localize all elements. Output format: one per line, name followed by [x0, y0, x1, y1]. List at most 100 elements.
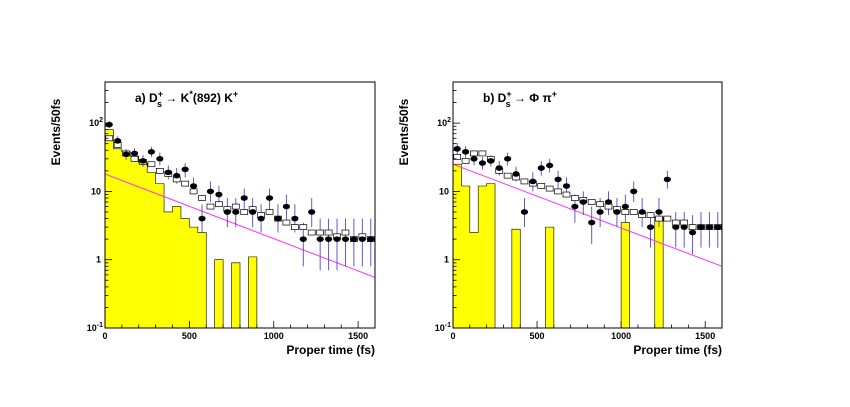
- histogram-bar: [486, 183, 496, 328]
- data-point: [579, 199, 587, 205]
- data-point: [181, 166, 189, 173]
- data-point: [291, 215, 299, 222]
- histogram-bar: [248, 256, 257, 328]
- data-point: [139, 158, 147, 164]
- data-point: [596, 209, 604, 215]
- histogram-outline: [105, 129, 375, 328]
- data-point: [621, 203, 629, 210]
- histogram-bar: [189, 227, 198, 328]
- histogram-bar: [121, 151, 131, 328]
- data-point: [520, 209, 529, 215]
- data-point: [206, 188, 215, 195]
- plot-area: [453, 143, 722, 328]
- panel-a: 0 500 1000 1500 10-1 1 10 102 Proper time (fs) Ev…: [49, 81, 376, 357]
- data-point: [663, 176, 671, 183]
- data-point: [655, 209, 663, 215]
- histogram-bar: [453, 164, 462, 328]
- panel-title: b) D+ s → Φ π+: [483, 89, 557, 109]
- histogram-bar: [621, 222, 630, 328]
- open-marker: [198, 195, 206, 201]
- histogram-bar: [105, 129, 114, 328]
- y-axis-title: Events/50fs: [49, 98, 63, 165]
- open-marker: [265, 209, 274, 215]
- open-marker: [282, 219, 291, 226]
- histogram-bar: [130, 155, 139, 328]
- open-marker: [663, 215, 672, 222]
- histogram-bar: [172, 206, 181, 328]
- data-point: [462, 149, 470, 155]
- data-point: [512, 171, 520, 177]
- data-point: [630, 188, 638, 195]
- data-point: [333, 236, 341, 242]
- data-point: [198, 215, 206, 222]
- open-marker: [240, 209, 249, 215]
- data-point: [316, 236, 324, 242]
- open-marker: [215, 201, 223, 208]
- histogram-bar: [461, 186, 470, 328]
- data-point: [122, 151, 130, 158]
- histogram-bar: [164, 211, 173, 328]
- open-marker: [316, 229, 325, 236]
- x-tick-label: 0: [450, 331, 455, 341]
- y-axis-title: Events/50fs: [397, 98, 411, 165]
- data-point: [274, 215, 282, 222]
- panel-b: 0 500 1000 1500 10-1 1 10 102 Proper time (fs) Ev…: [397, 81, 723, 357]
- open-marker: [503, 172, 512, 179]
- data-point: [688, 229, 697, 236]
- open-marker: [680, 219, 689, 226]
- data-point: [350, 236, 358, 242]
- x-tick-label: 1000: [611, 331, 631, 341]
- open-marker: [299, 224, 308, 230]
- data-point: [341, 236, 350, 242]
- data-point: [265, 195, 274, 201]
- plot-area: [105, 121, 375, 328]
- data-point: [470, 156, 478, 162]
- fit-line: [453, 163, 722, 267]
- histogram-bar: [214, 259, 224, 328]
- open-marker: [655, 215, 663, 222]
- data-point: [562, 183, 571, 189]
- histogram-bar: [138, 163, 148, 328]
- data-point: [613, 209, 621, 215]
- data-point: [478, 160, 487, 166]
- fit-line: [105, 173, 375, 278]
- open-marker: [604, 203, 613, 210]
- histogram-bar: [197, 232, 207, 328]
- histogram-bar: [478, 186, 487, 328]
- data-point: [189, 183, 198, 189]
- open-marker: [231, 203, 240, 210]
- y-tick-label: 10: [91, 186, 101, 196]
- panel-title: a) D+ s → K*(892) K+: [135, 89, 238, 109]
- data-point: [546, 162, 554, 169]
- open-marker: [189, 188, 198, 195]
- histogram-bar: [231, 262, 240, 328]
- data-point: [257, 215, 265, 222]
- data-point: [367, 236, 375, 242]
- histogram-bar: [155, 183, 165, 328]
- y-tick-label: 10-1: [435, 322, 451, 333]
- data-point: [240, 195, 248, 201]
- open-marker: [290, 224, 299, 230]
- y-tick-label: 102: [89, 117, 103, 128]
- open-marker: [453, 154, 462, 160]
- data-point: [173, 172, 181, 179]
- data-point: [308, 209, 316, 215]
- data-point: [324, 236, 333, 242]
- histogram-bar: [147, 172, 156, 328]
- x-tick-label: 1500: [695, 331, 715, 341]
- histogram-bar: [180, 218, 190, 328]
- data-point: [156, 156, 164, 162]
- data-point: [537, 165, 545, 171]
- data-point: [215, 191, 223, 198]
- y-tick-label: 10-1: [87, 322, 103, 333]
- data-point: [232, 209, 240, 215]
- data-point: [114, 138, 122, 144]
- data-point: [487, 158, 495, 164]
- open-marker: [181, 180, 190, 187]
- open-marker: [478, 150, 487, 157]
- x-tick-label: 500: [530, 331, 545, 341]
- open-marker: [646, 212, 655, 218]
- open-marker: [562, 191, 571, 198]
- open-marker: [206, 203, 215, 210]
